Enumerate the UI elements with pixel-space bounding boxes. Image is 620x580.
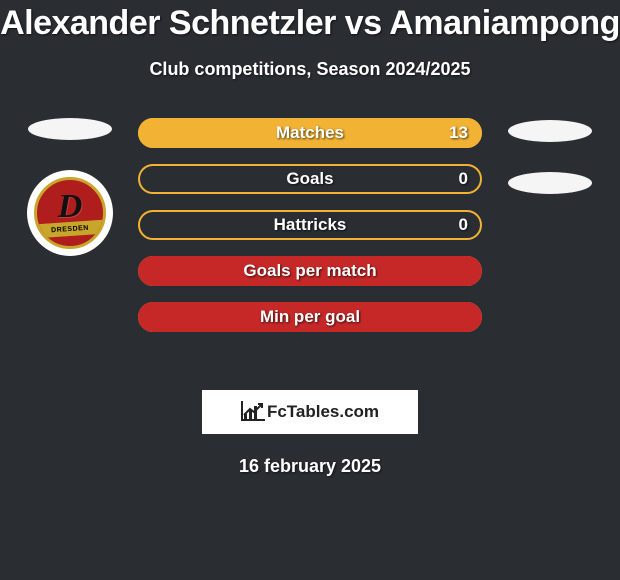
stat-bars: Matches13Goals0Hattricks0Goals per match… <box>138 118 482 348</box>
left-player-column: D DRESDEN <box>18 118 122 256</box>
club-badge-inner: D DRESDEN <box>34 177 106 249</box>
stat-bar: Matches13 <box>138 118 482 148</box>
stat-bar-right-value: 13 <box>449 120 468 146</box>
stat-bar-label: Matches <box>140 120 480 146</box>
player-right-club-placeholder <box>508 172 592 194</box>
stat-bar: Hattricks0 <box>138 210 482 240</box>
stat-bar-label: Hattricks <box>140 212 480 238</box>
brand-logo-box: FcTables.com <box>202 390 418 434</box>
player-left-club-badge: D DRESDEN <box>27 170 113 256</box>
stat-bar-right-value: 0 <box>459 166 468 192</box>
page-subtitle: Club competitions, Season 2024/2025 <box>0 59 620 80</box>
snapshot-date: 16 february 2025 <box>0 456 620 477</box>
right-player-column <box>498 118 602 194</box>
stat-bar: Goals per match <box>138 256 482 286</box>
comparison-panel: D DRESDEN Matches13Goals0Hattricks0Goals… <box>0 118 620 378</box>
player-left-photo-placeholder <box>28 118 112 140</box>
stat-bar: Goals0 <box>138 164 482 194</box>
chart-icon <box>241 403 263 421</box>
stat-bar-label: Goals <box>140 166 480 192</box>
stat-bar-label: Goals per match <box>140 258 480 284</box>
page-title: Alexander Schnetzler vs Amaniampong <box>0 0 620 43</box>
stat-bar: Min per goal <box>138 302 482 332</box>
player-right-photo-placeholder <box>508 120 592 142</box>
stat-bar-label: Min per goal <box>140 304 480 330</box>
brand-text: FcTables.com <box>267 402 379 422</box>
stat-bar-right-value: 0 <box>459 212 468 238</box>
